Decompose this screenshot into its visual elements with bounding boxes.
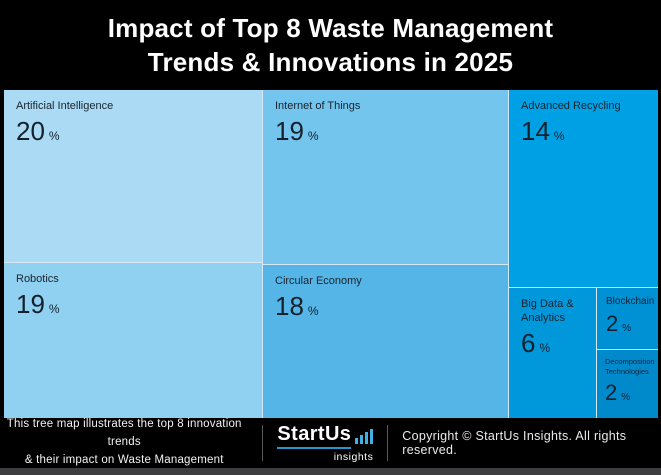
treemap-chart: Artificial Intelligence 20 % Robotics 19… bbox=[4, 90, 658, 418]
logo-wordmark: StartUs bbox=[277, 424, 352, 449]
treemap-cell-advanced-recycling: Advanced Recycling 14 % bbox=[509, 90, 658, 287]
cell-label: Circular Economy bbox=[275, 275, 362, 287]
bar-chart-icon bbox=[355, 428, 374, 449]
cell-value: 18 bbox=[275, 290, 304, 321]
cell-label: Artificial Intelligence bbox=[16, 100, 114, 112]
startus-insights-logo: StartUs insights bbox=[277, 424, 374, 463]
footer-caption-line2: & their impact on Waste Management bbox=[24, 453, 224, 466]
cell-label: Internet of Things bbox=[275, 100, 361, 112]
treemap-cell-blockchain: Blockchain 2 % bbox=[597, 288, 658, 349]
cell-value-row: 6 % bbox=[521, 327, 584, 358]
cell-label: Decomposition Technologies bbox=[605, 357, 655, 376]
cell-value: 19 bbox=[16, 288, 45, 319]
cell-value: 14 bbox=[521, 115, 550, 146]
footer-divider-right bbox=[387, 425, 389, 461]
cell-value: 2 bbox=[606, 310, 619, 336]
logo-row: StartUs bbox=[277, 424, 374, 449]
cell-label: Robotics bbox=[16, 273, 59, 285]
cell-unit: % bbox=[48, 301, 60, 316]
treemap-cell-artificial-intelligence: Artificial Intelligence 20 % bbox=[4, 90, 262, 262]
cell-unit: % bbox=[621, 391, 631, 403]
page-title: Impact of Top 8 Waste Management Trends … bbox=[108, 11, 554, 80]
cell-value-row: 18 % bbox=[275, 292, 496, 321]
treemap-cell-big-data-analytics: Big Data & Analytics 6 % bbox=[509, 288, 596, 418]
cell-value: 6 bbox=[521, 327, 536, 358]
cell-value-row: 19 % bbox=[275, 117, 496, 146]
cell-value: 19 bbox=[275, 115, 304, 146]
page-title-line1: Impact of Top 8 Waste Management bbox=[107, 12, 554, 43]
page-title-line2: Trends & Innovations in 2025 bbox=[147, 47, 514, 77]
cell-value-row: 20 % bbox=[16, 117, 250, 146]
cell-unit: % bbox=[48, 128, 60, 143]
treemap-cell-internet-of-things: Internet of Things 19 % bbox=[263, 90, 508, 264]
cell-unit: % bbox=[622, 322, 632, 334]
footer: This tree map illustrates the top 8 inno… bbox=[0, 418, 661, 468]
treemap-cell-decomposition-technologies: Decomposition Technologies 2 % bbox=[597, 350, 658, 418]
cell-value: 2 bbox=[605, 379, 618, 405]
footer-divider-left bbox=[262, 425, 264, 461]
cell-value-row: 2 % bbox=[605, 379, 650, 405]
treemap-cell-robotics: Robotics 19 % bbox=[4, 263, 262, 418]
footer-caption-line1: This tree map illustrates the top 8 inno… bbox=[6, 418, 242, 449]
cell-label: Big Data & Analytics bbox=[521, 298, 574, 324]
bottom-edge-strip bbox=[0, 468, 661, 475]
treemap-cell-circular-economy: Circular Economy 18 % bbox=[263, 265, 508, 418]
cell-label: Advanced Recycling bbox=[521, 100, 621, 112]
cell-unit: % bbox=[539, 340, 551, 355]
logo-subtext: insights bbox=[333, 450, 374, 463]
cell-value-row: 2 % bbox=[606, 310, 649, 336]
copyright-text: Copyright © StartUs Insights. All rights… bbox=[402, 429, 627, 457]
cell-label: Blockchain bbox=[606, 296, 655, 307]
cell-unit: % bbox=[307, 303, 319, 318]
cell-unit: % bbox=[307, 128, 319, 143]
footer-caption: This tree map illustrates the top 8 inno… bbox=[0, 416, 248, 469]
cell-value: 20 bbox=[16, 115, 45, 146]
cell-unit: % bbox=[553, 128, 565, 143]
cell-value-row: 14 % bbox=[521, 117, 646, 146]
cell-value-row: 19 % bbox=[16, 290, 250, 319]
header: Impact of Top 8 Waste Management Trends … bbox=[0, 0, 661, 90]
